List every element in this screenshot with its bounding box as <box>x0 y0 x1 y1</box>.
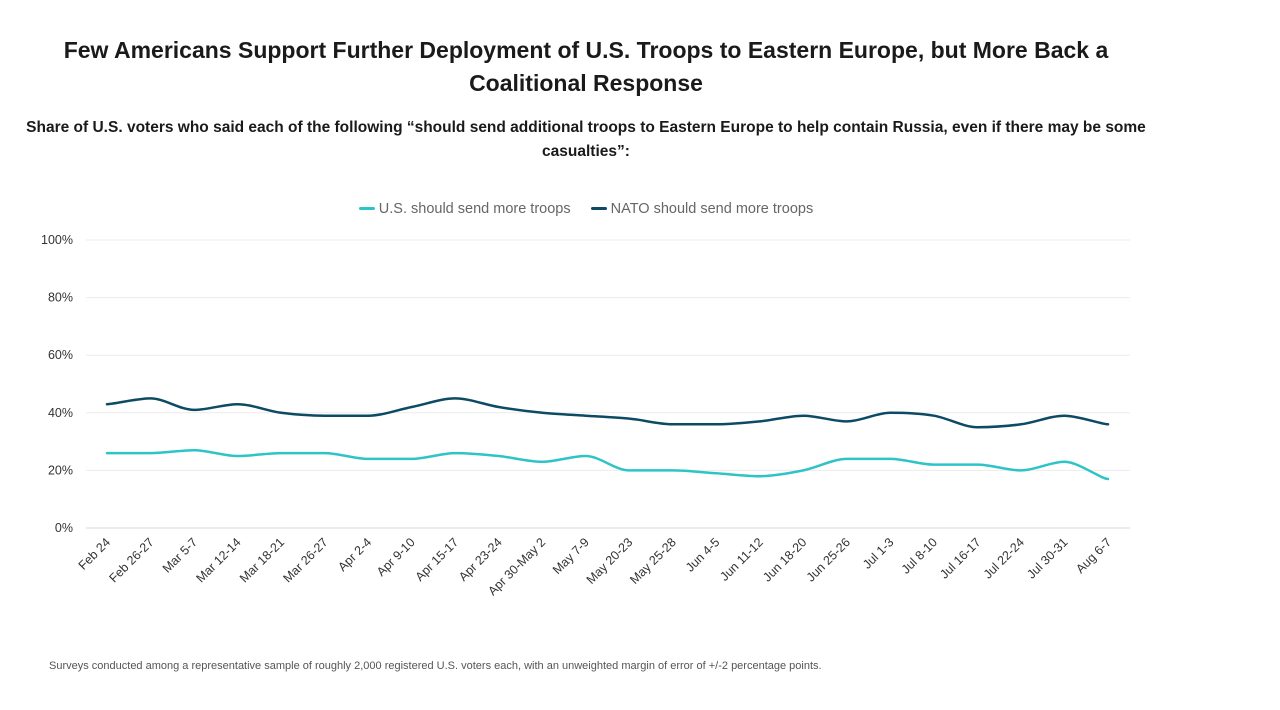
chart-title: Few Americans Support Further Deployment… <box>63 37 1109 96</box>
y-tick-label: 80% <box>48 291 73 305</box>
x-tick-label: May 7-9 <box>550 535 592 577</box>
x-tick-label: Jun 4-5 <box>683 535 722 574</box>
x-tick-label: Apr 15-17 <box>413 535 462 584</box>
x-tick-label: Mar 5-7 <box>160 535 200 575</box>
y-tick-label: 40% <box>48 406 73 420</box>
x-tick-label: Jun 18-20 <box>760 535 809 584</box>
y-tick-label: 0% <box>55 521 73 535</box>
legend-swatch-us <box>358 207 375 210</box>
series-line-nato[interactable] <box>105 397 1110 429</box>
x-tick-label: Jun 11-12 <box>717 535 766 584</box>
x-tick-label: Jul 8-10 <box>899 535 940 576</box>
chart-subtitle: Share of U.S. voters who said each of th… <box>26 119 1146 160</box>
x-tick-label: Mar 12-14 <box>193 535 243 585</box>
y-tick-label: 60% <box>48 348 73 362</box>
x-tick-label: Jul 22-24 <box>981 535 1027 581</box>
x-tick-label: Jul 16-17 <box>937 535 983 581</box>
legend-item-nato[interactable]: NATO should send more troops <box>590 200 814 217</box>
x-tick-label: Apr 9-10 <box>374 535 418 579</box>
x-tick-label: May 20-23 <box>584 535 636 587</box>
x-tick-label: Mar 26-27 <box>281 535 331 585</box>
gridlines <box>86 239 1130 529</box>
y-tick-label: 20% <box>48 463 73 477</box>
legend-swatch-nato <box>590 207 607 210</box>
x-tick-label: Jun 25-26 <box>804 535 853 584</box>
legend: U.S. should send more troops NATO should… <box>0 198 1172 217</box>
y-axis-ticks: 0% 20% 40% 60% 80% 100% <box>41 233 73 535</box>
x-tick-label: Feb 24 <box>76 535 113 572</box>
x-tick-label: Aug 6-7 <box>1073 535 1114 576</box>
legend-label-us: U.S. should send more troops <box>378 200 571 217</box>
x-tick-label: Apr 2-4 <box>335 535 374 574</box>
x-tick-label: Jul 30-31 <box>1024 535 1070 581</box>
legend-item-us[interactable]: U.S. should send more troops <box>358 200 571 217</box>
y-tick-label: 100% <box>41 233 73 247</box>
x-tick-label: Feb 26-27 <box>106 535 156 585</box>
series-lines <box>105 397 1110 481</box>
legend-label-nato: NATO should send more troops <box>610 200 814 217</box>
x-tick-label: May 25-28 <box>627 535 679 587</box>
x-tick-label: Mar 18-21 <box>237 535 287 585</box>
x-tick-label: Jul 1-3 <box>860 535 896 571</box>
series-line-us[interactable] <box>105 448 1110 481</box>
footnote: Surveys conducted among a representative… <box>49 660 822 672</box>
